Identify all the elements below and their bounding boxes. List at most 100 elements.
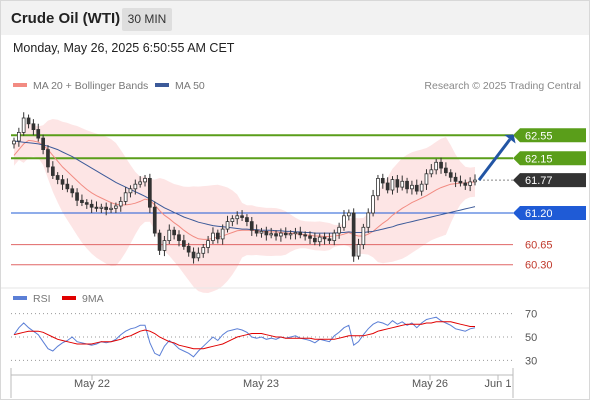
candle-body bbox=[274, 233, 278, 237]
candle-body bbox=[123, 192, 128, 202]
candle-body bbox=[21, 117, 26, 133]
candle-body bbox=[371, 195, 375, 214]
candle-body bbox=[181, 240, 186, 247]
candle-body bbox=[80, 199, 84, 204]
instrument-title: Crude Oil (WTI) bbox=[11, 10, 121, 27]
candle-body bbox=[186, 245, 191, 253]
candle-body bbox=[143, 177, 147, 183]
candle-body bbox=[104, 206, 108, 210]
candle-body bbox=[128, 188, 133, 194]
rsi-ma-swatch bbox=[62, 296, 76, 301]
level-label-60-30: 60.30 bbox=[525, 260, 553, 272]
rsi-tick-50: 50 bbox=[525, 332, 537, 344]
rsi-tick-30: 30 bbox=[525, 355, 537, 367]
candle-body bbox=[70, 188, 75, 194]
candle-body bbox=[390, 179, 395, 191]
candle-body bbox=[356, 244, 361, 257]
chart-header: Crude Oil (WTI) 30 MIN bbox=[1, 1, 589, 35]
rsi-tick-70: 70 bbox=[525, 309, 537, 321]
candle-body bbox=[448, 172, 453, 178]
candle-body bbox=[51, 166, 55, 176]
candle-body bbox=[215, 232, 220, 240]
candle-body bbox=[434, 161, 439, 171]
candle-body bbox=[84, 202, 89, 205]
rsi-swatch bbox=[13, 296, 27, 301]
x-tick-label: May 26 bbox=[412, 378, 448, 390]
candle-body bbox=[235, 215, 240, 220]
candle-body bbox=[196, 252, 201, 259]
candle-body bbox=[206, 240, 210, 248]
candle-body bbox=[16, 131, 21, 142]
rsi-legend: RSI bbox=[13, 293, 51, 305]
candle-body bbox=[283, 232, 288, 236]
candle-body bbox=[337, 226, 342, 234]
candle-body bbox=[414, 184, 419, 192]
candle-body bbox=[220, 228, 225, 240]
candle-body bbox=[147, 177, 152, 208]
candle-body bbox=[177, 234, 181, 242]
candle-body bbox=[89, 203, 94, 208]
candle-body bbox=[351, 212, 356, 257]
level-label-61-20: 61.20 bbox=[525, 208, 553, 220]
candle-body bbox=[41, 137, 46, 151]
candle-body bbox=[138, 181, 142, 185]
candle-body bbox=[424, 173, 429, 185]
candle-body bbox=[65, 183, 70, 190]
candle-body bbox=[443, 167, 448, 174]
candle-body bbox=[118, 200, 123, 207]
x-tick-label: May 22 bbox=[74, 378, 110, 390]
level-label-62-15: 62.15 bbox=[525, 153, 553, 165]
ma20-legend: MA 20 + Bollinger Bands bbox=[13, 80, 148, 92]
candle-body bbox=[429, 169, 434, 175]
rsi-legend-label: RSI bbox=[33, 293, 51, 305]
candle-body bbox=[211, 232, 215, 242]
ma20-legend-label: MA 20 + Bollinger Bands bbox=[33, 80, 149, 92]
candle-body bbox=[395, 179, 400, 188]
rsi-series-rsi bbox=[13, 316, 476, 358]
candle-body bbox=[264, 230, 269, 236]
forecast-arrow-shaft bbox=[477, 138, 512, 182]
candle-body bbox=[12, 140, 16, 145]
candle-body bbox=[308, 235, 312, 239]
candle-body bbox=[346, 212, 351, 217]
candle-body bbox=[288, 233, 293, 236]
candle-body bbox=[245, 217, 249, 223]
candle-body bbox=[293, 232, 298, 235]
candle-body bbox=[376, 177, 380, 197]
candle-body bbox=[191, 251, 196, 259]
candle-body bbox=[75, 192, 79, 201]
candle-body bbox=[167, 229, 172, 241]
candle-body bbox=[46, 149, 50, 168]
candle-body bbox=[269, 233, 274, 236]
candle-body bbox=[312, 237, 317, 243]
candle-body bbox=[94, 206, 99, 209]
candle-body bbox=[400, 180, 405, 188]
level-label-60-65: 60.65 bbox=[525, 240, 553, 252]
rsi-ma-legend-label: 9MA bbox=[82, 293, 104, 305]
candle-body bbox=[240, 215, 244, 218]
candle-body bbox=[342, 215, 346, 228]
candle-body bbox=[55, 175, 60, 180]
candle-body bbox=[468, 181, 473, 186]
ma20-swatch bbox=[13, 83, 27, 88]
candle-body bbox=[36, 129, 41, 139]
candle-body bbox=[162, 240, 167, 251]
candle-body bbox=[366, 212, 371, 228]
candle-body bbox=[410, 184, 414, 190]
candle-body bbox=[157, 232, 162, 251]
level-label-61-77: 61.77 bbox=[525, 175, 553, 187]
candle-body bbox=[259, 230, 264, 234]
candle-body bbox=[380, 177, 385, 184]
candle-body bbox=[60, 179, 65, 185]
candle-body bbox=[26, 117, 31, 125]
candle-body bbox=[458, 180, 463, 184]
candle-body bbox=[298, 232, 303, 236]
candle-body bbox=[473, 179, 477, 183]
candle-body bbox=[327, 238, 332, 241]
timeframe-badge[interactable]: 30 MIN bbox=[122, 8, 172, 31]
ma20-line bbox=[13, 139, 476, 240]
level-tag-61-20 bbox=[513, 205, 586, 220]
candle-body bbox=[99, 206, 104, 209]
candle-body bbox=[152, 206, 157, 234]
